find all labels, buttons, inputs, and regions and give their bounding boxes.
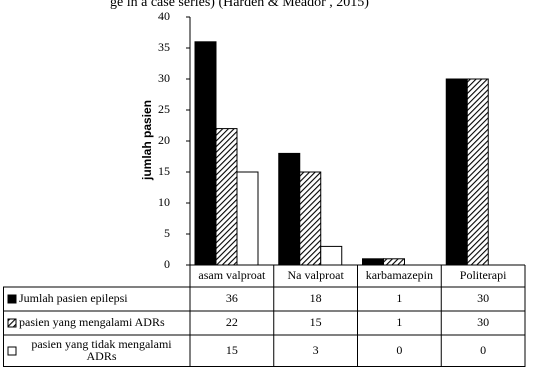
y-tick-label: 35 [158,40,170,54]
table-value: 30 [477,291,489,305]
bar [236,171,259,266]
y-tick-label: 25 [158,102,170,116]
y-tick-label: 40 [158,9,170,23]
bar [362,258,384,266]
bar [278,152,301,266]
table-value: 15 [226,343,238,357]
y-tick-label: 30 [158,71,170,85]
x-tick-label: karbamazepin [366,268,433,282]
table-value: 30 [477,315,489,329]
legend-label: pasien yang tidak mengalami ADRs [31,337,172,363]
x-tick-label: Politerapi [460,268,507,282]
bar [299,171,322,266]
legend-label: Jumlah pasien epilepsi [19,291,128,305]
x-tick-label: asam valproat [198,268,266,282]
bar [445,78,468,266]
y-tick-label: 15 [158,164,170,178]
table-value: 18 [310,291,322,305]
table-value: 1 [396,291,402,305]
table-value: 0 [480,343,486,357]
bar [215,128,238,266]
table-value: 15 [310,315,322,329]
y-tick-label: 10 [158,195,170,209]
x-tick-label: Na valproat [287,268,344,282]
y-tick-label: 5 [164,226,170,240]
y-tick-label: 0 [164,257,170,271]
table-value: 1 [396,315,402,329]
table-value: 22 [226,315,238,329]
caption-fragment: ge in a case series) (Harden & Meador , … [110,0,369,10]
table-value: 0 [396,343,402,357]
bar [383,258,405,266]
bar [466,78,489,266]
legend-key [7,294,17,304]
legend-key [7,346,17,356]
table-value: 36 [226,291,238,305]
bar [194,41,217,266]
legend-label: pasien yang mengalami ADRs [19,315,165,329]
legend-key [7,318,17,328]
y-axis-label: jumlah pasien [140,100,154,181]
table-value: 3 [313,343,319,357]
bar [320,245,343,266]
y-tick-label: 20 [158,133,170,147]
